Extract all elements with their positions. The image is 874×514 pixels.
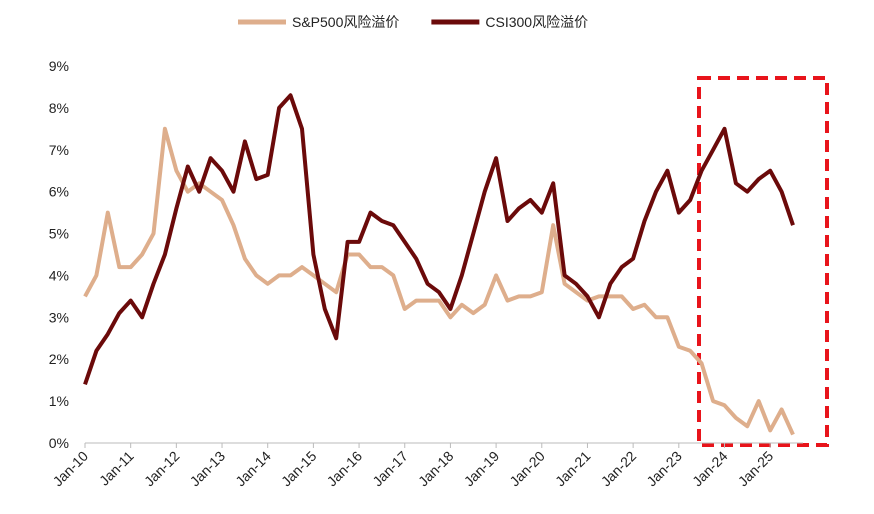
x-tick-label: Jan-10 — [50, 448, 92, 490]
y-tick-label: 0% — [49, 435, 69, 451]
y-tick-label: 6% — [49, 184, 69, 200]
y-tick-label: 3% — [49, 309, 69, 325]
x-tick-label: Jan-21 — [552, 448, 594, 490]
x-tick-label: Jan-23 — [643, 448, 685, 490]
y-tick-label: 4% — [49, 267, 69, 283]
y-tick-label: 8% — [49, 100, 69, 116]
y-tick-label: 5% — [49, 226, 69, 242]
y-tick-label: 7% — [49, 142, 69, 158]
y-tick-label: 1% — [49, 393, 69, 409]
x-tick-label: Jan-24 — [689, 448, 731, 490]
y-tick-label: 9% — [49, 58, 69, 74]
x-tick-label: Jan-12 — [141, 448, 183, 490]
x-tick-label: Jan-19 — [461, 448, 503, 490]
x-tick-label: Jan-17 — [369, 448, 411, 490]
x-tick-label: Jan-16 — [324, 448, 366, 490]
x-tick-label: Jan-13 — [187, 448, 229, 490]
series-line — [83, 93, 795, 386]
y-tick-label: 2% — [49, 351, 69, 367]
x-tick-label: Jan-22 — [598, 448, 640, 490]
x-tick-label: Jan-20 — [506, 448, 548, 490]
x-tick-label: Jan-14 — [232, 448, 274, 490]
x-tick-label: Jan-18 — [415, 448, 457, 490]
x-tick-label: Jan-11 — [96, 448, 137, 489]
legend-label: S&P500风险溢价 — [292, 14, 399, 30]
highlight-box — [697, 76, 829, 447]
x-tick-label: Jan-25 — [735, 448, 777, 490]
legend-label: CSI300风险溢价 — [485, 14, 588, 30]
x-tick-label: Jan-15 — [278, 448, 320, 490]
